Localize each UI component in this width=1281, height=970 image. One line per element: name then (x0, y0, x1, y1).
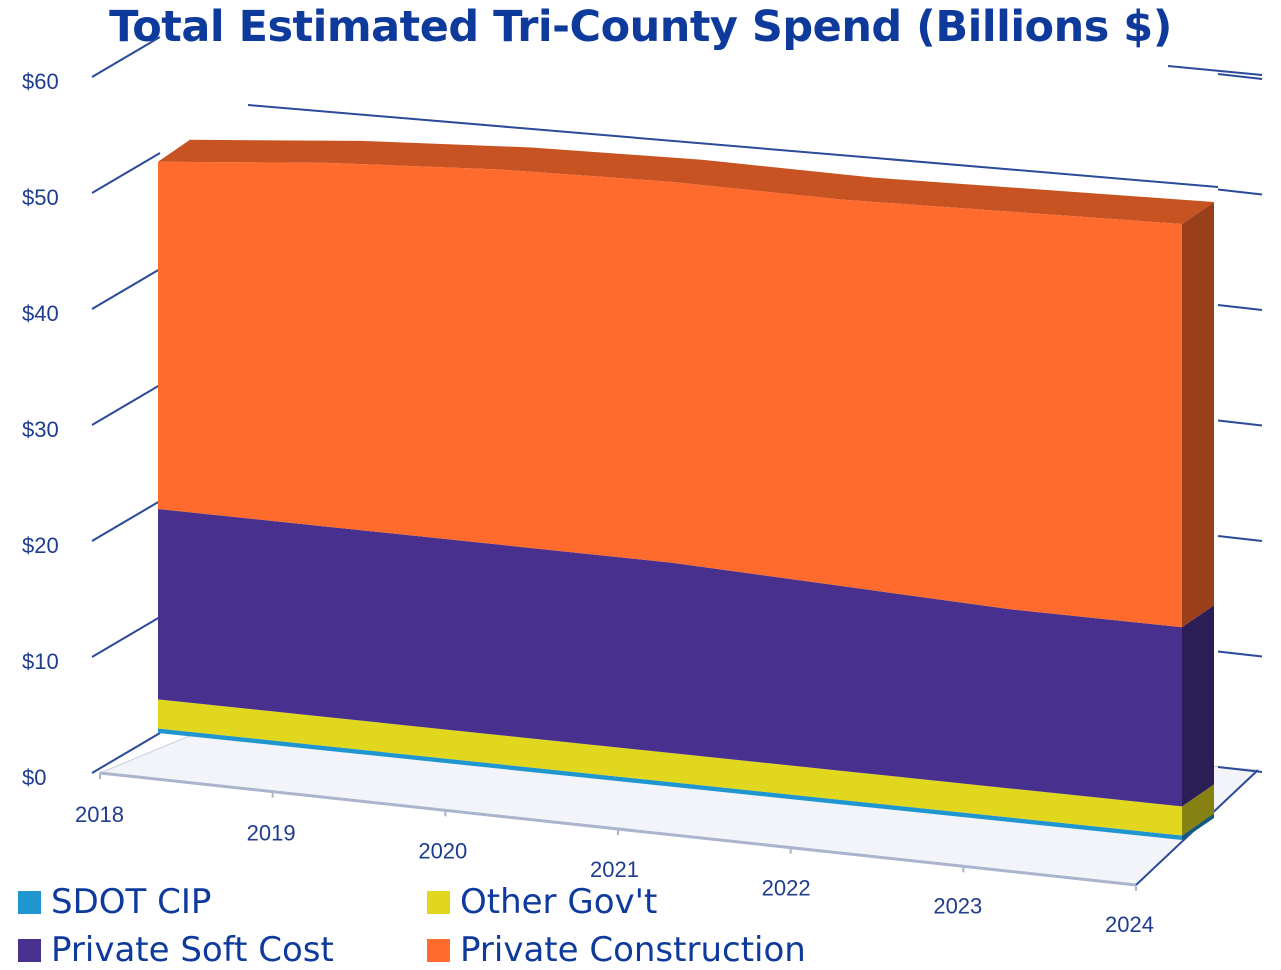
series-side-face (1182, 202, 1214, 628)
x-tick-label: 2023 (933, 894, 982, 919)
series-side-face (1182, 813, 1214, 840)
back-wall-top-edge-right (1167, 65, 1263, 76)
chart-title: Total Estimated Tri-County Spend (Billio… (109, 2, 1172, 52)
legend-label: SDOT CIP (51, 882, 212, 922)
gridline-left (91, 384, 161, 426)
gridline-right (1217, 650, 1263, 658)
legend-item: Private Construction (427, 930, 806, 970)
legend-swatch (18, 938, 41, 962)
y-tick-label: $40 (22, 301, 59, 326)
legend-swatch (427, 890, 450, 914)
y-tick-label: $60 (22, 69, 59, 94)
axis-ticks: $0 $10 $20 $30 $40 $50 $60 2018 2019 2020 2021 2022… (22, 69, 1154, 937)
gridline-right (1217, 304, 1263, 311)
series-side-face (1182, 784, 1214, 836)
back-wall-top-edge (247, 104, 1219, 188)
gridline-left (91, 36, 161, 78)
y-tick-label: $10 (22, 649, 59, 674)
series-area-private-construction (158, 161, 1182, 628)
x-tick-label: 2022 (762, 875, 811, 900)
legend-swatch (18, 890, 41, 914)
series-side-face (1182, 605, 1214, 807)
gridline-right (1217, 188, 1263, 196)
legend-item: Private Soft Cost (18, 930, 334, 970)
legend-item: SDOT CIP (18, 882, 211, 922)
y-tick-label: $50 (22, 185, 59, 210)
gridline-left (91, 268, 161, 310)
gridline-left (91, 732, 161, 774)
series-area-sdot-cip (158, 728, 1182, 840)
legend-label: Other Gov't (460, 882, 658, 922)
gridline-left (91, 152, 161, 194)
legend-label: Private Construction (460, 930, 806, 970)
x-tick-label: 2021 (590, 857, 639, 882)
x-tick-label: 2020 (418, 839, 467, 864)
y-tick-label: $30 (22, 417, 59, 442)
series-area-private-soft-cost (158, 509, 1182, 807)
gridline-right (1217, 73, 1263, 80)
legend-item: Other Gov't (427, 882, 657, 922)
gridline-right (1217, 419, 1263, 427)
x-tick-label: 2018 (75, 802, 124, 827)
series-top-face (158, 139, 1214, 224)
gridline-right (1217, 535, 1263, 542)
series-area-other-gov-t (158, 699, 1182, 836)
y-tick-label: $20 (22, 533, 59, 558)
x-tick-label: 2024 (1105, 912, 1154, 937)
stacked-areas (158, 139, 1214, 840)
legend-swatch (427, 938, 450, 962)
y-tick-label: $0 (22, 765, 46, 790)
gridline-left (91, 500, 161, 542)
gridline-right (1217, 766, 1263, 773)
gridline-left (91, 616, 161, 658)
x-tick-label: 2019 (247, 820, 296, 845)
legend-label: Private Soft Cost (51, 930, 334, 970)
